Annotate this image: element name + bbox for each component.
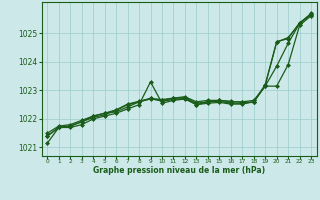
X-axis label: Graphe pression niveau de la mer (hPa): Graphe pression niveau de la mer (hPa)	[93, 166, 265, 175]
